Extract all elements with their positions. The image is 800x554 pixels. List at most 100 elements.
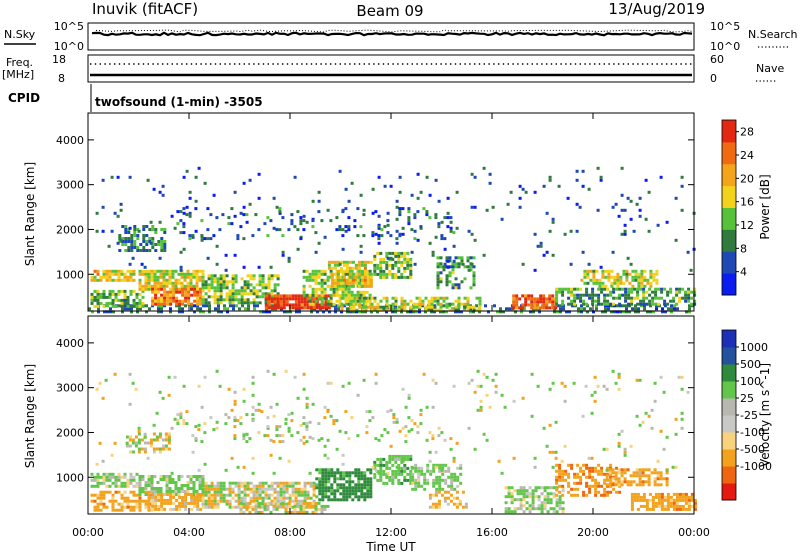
echo-cell [348,483,352,487]
echo-cell [191,234,195,238]
echo-cell [434,235,438,239]
echo-cell [170,214,174,218]
echo-cell [167,432,171,436]
echo-cell [347,293,351,297]
echo-cell [652,310,655,314]
echo-cell [305,396,309,400]
echo-cell [457,305,461,309]
echo-cell [558,287,562,291]
echo-cell [439,271,443,275]
echo-cell [463,296,467,300]
echo-cell [532,310,535,314]
echo-cell [350,416,354,420]
echo-cell [626,256,630,260]
echo-cell [111,499,115,503]
echo-cell [366,495,370,499]
echo-cell [379,460,383,464]
echo-cell [257,172,261,176]
echo-cell [315,303,319,307]
echo-cell [382,472,386,476]
echo-cell [452,496,456,500]
echo-cell [512,399,516,403]
echo-cell [555,510,559,514]
echo-cell [362,299,366,303]
echo-cell [581,169,585,173]
echo-cell [187,492,191,496]
echo-cell [285,294,289,298]
echo-cell [533,297,537,301]
echo-cell [114,490,118,494]
echo-cell [161,396,165,400]
echo-cell [404,405,408,409]
echo-cell [519,492,523,496]
echo-cell [349,296,353,300]
echo-cell [154,495,158,499]
echo-cell [287,501,291,505]
echo-cell [545,306,549,310]
echo-cell [561,493,565,497]
echo-cell [354,474,358,478]
echo-cell [196,299,200,303]
echo-cell [145,243,149,246]
echo-cell [678,492,682,496]
echo-cell [305,293,309,297]
x-tick-label: 16:00 [476,526,508,539]
echo-cell [342,477,346,481]
echo-cell [177,272,181,276]
echo-cell [279,496,283,500]
echo-cell [360,281,364,285]
echo-cell [300,493,304,497]
echo-cell [657,495,661,499]
echo-cell [104,378,108,382]
echo-cell [242,399,246,403]
echo-cell [356,434,360,438]
echo-cell [102,275,106,279]
echo-cell [285,303,289,307]
echo-cell [554,420,558,424]
echo-cell [305,269,309,273]
echo-cell [345,278,349,282]
echo-cell [391,454,395,458]
echo-cell [261,487,265,491]
echo-cell [150,475,154,478]
echo-cell [134,435,138,439]
echo-cell [348,486,352,490]
echo-cell [373,299,377,303]
echo-cell [524,300,528,304]
echo-cell [225,283,229,287]
echo-cell [612,302,616,306]
echo-cell [625,307,628,311]
echo-cell [531,507,535,511]
echo-cell [324,486,328,490]
echo-cell [213,289,217,293]
echo-cell [518,184,522,188]
echo-cell [561,290,565,294]
echo-cell [181,293,185,297]
echo-cell [96,292,100,296]
echo-cell [588,484,592,488]
echo-cell [609,290,613,294]
echo-cell [639,287,643,291]
echo-cell [353,278,357,282]
echo-cell [222,484,226,488]
echo-cell [684,492,688,496]
echo-cell [398,175,402,179]
echo-cell [308,272,312,276]
echo-cell [210,505,214,509]
echo-cell [288,484,292,488]
echo-cell [237,481,241,485]
echo-cell [597,302,601,306]
echo-cell [558,475,562,479]
echo-cell [395,229,399,233]
echo-cell [311,278,315,282]
echo-cell [394,457,398,461]
echo-cell [306,496,310,500]
echo-cell [363,278,367,282]
echo-cell [228,502,232,506]
echo-cell [239,416,243,420]
echo-cell [395,420,399,424]
echo-cell [406,310,409,314]
echo-cell [141,272,145,276]
echo-cell [144,502,148,506]
echo-cell [247,307,250,311]
